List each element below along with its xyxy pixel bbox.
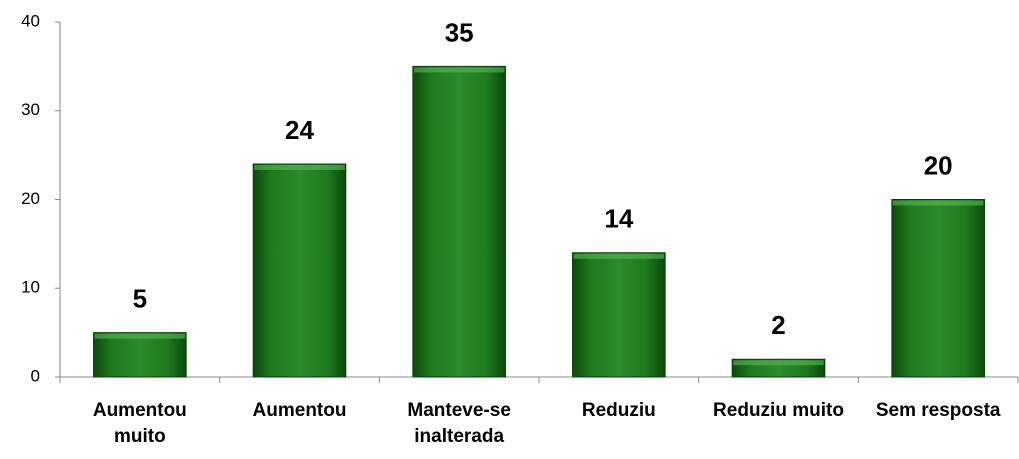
data-label: 14: [604, 204, 633, 234]
bar-highlight: [892, 200, 984, 206]
data-label: 2: [771, 310, 785, 340]
y-tick-label: 20: [21, 189, 40, 208]
x-tick-label: Reduziu muito: [713, 400, 844, 421]
data-label: 35: [445, 17, 474, 47]
data-label: 20: [924, 150, 953, 180]
x-tick-label-box: Aumentou: [225, 398, 375, 424]
y-tick-label: 40: [21, 11, 40, 30]
y-tick-label: 10: [21, 278, 40, 297]
x-tick-label-box: Aumentou muito: [65, 398, 215, 450]
bar-highlight: [94, 333, 186, 339]
x-tick-label-box: Reduziu muito: [704, 398, 854, 424]
y-tick-label: 0: [31, 366, 40, 385]
data-label: 24: [285, 115, 314, 145]
bar: [572, 252, 666, 378]
y-tick-label: 30: [21, 100, 40, 119]
x-tick-label: Manteve-se inalterada: [407, 400, 511, 447]
bar: [252, 163, 347, 378]
x-tick-label: Aumentou muito: [92, 400, 187, 447]
data-label: 5: [133, 284, 147, 314]
x-tick-label-box: Manteve-se inalterada: [384, 398, 534, 450]
x-tick-label: Reduziu: [581, 400, 656, 421]
bar: [412, 65, 506, 378]
x-tick-label: Sem resposta: [875, 400, 1001, 421]
bar: [891, 199, 985, 378]
bar-highlight: [733, 360, 824, 366]
bar-highlight: [573, 253, 665, 259]
bar-highlight: [254, 165, 345, 170]
x-tick-label: Aumentou: [252, 400, 347, 421]
bar: [93, 332, 187, 378]
bar-highlight: [413, 67, 505, 73]
x-tick-label-box: Sem resposta: [863, 398, 1013, 424]
x-tick-label-box: Reduziu: [544, 398, 694, 424]
